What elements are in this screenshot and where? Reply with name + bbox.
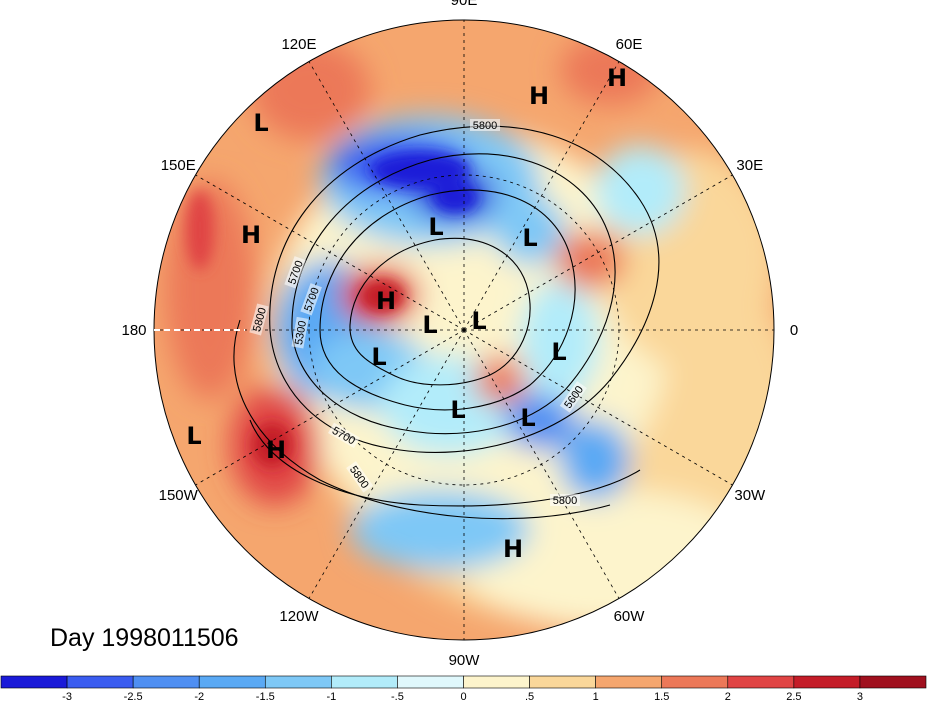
colorbar-swatch <box>529 675 596 689</box>
low-pressure-marker: L <box>253 109 268 137</box>
colorbar-swatch <box>132 675 200 689</box>
meridian-line <box>308 61 465 331</box>
colorbar-tick-label: -2.5 <box>124 691 143 702</box>
low-pressure-marker: L <box>520 404 535 432</box>
meridian-line <box>195 329 465 486</box>
colorbar-tick-label: 1.5 <box>654 691 669 702</box>
high-pressure-marker: H <box>376 287 396 315</box>
longitude-labels: 90E 60E 30E 0 30W 60W 90W 120W 150W 180 150E 120E <box>121 0 798 669</box>
meridian-line <box>463 329 733 486</box>
colorbar-tick-label: -.5 <box>391 691 404 702</box>
longitude-label: 120E <box>281 36 316 53</box>
colorbar-tick-label: 2.5 <box>786 691 801 702</box>
colorbar: -3 -2.5 -2 -1.5 -1 -.5 0 .5 1 1.5 2 2.5 3 <box>0 675 927 702</box>
longitude-label: 60W <box>614 608 646 625</box>
colorbar-swatch <box>397 675 464 689</box>
colorbar-swatch <box>198 675 266 689</box>
colorbar-tick-label: -3 <box>62 691 72 702</box>
low-pressure-marker: L <box>450 396 465 424</box>
height-contours <box>233 125 660 520</box>
colorbar-tick-label: -2 <box>194 691 204 702</box>
longitude-label: 30E <box>736 157 763 174</box>
longitude-label: 120W <box>279 608 319 625</box>
meridian-line <box>463 174 733 331</box>
colorbar-swatch <box>727 675 795 689</box>
low-pressure-marker: L <box>186 422 201 450</box>
longitude-label: 0 <box>790 322 798 339</box>
colorbar-swatch <box>661 675 729 689</box>
colorbar-swatch <box>463 675 530 689</box>
high-pressure-marker: H <box>607 64 627 92</box>
colorbar-tick-label: -1 <box>326 691 336 702</box>
longitude-label: 60E <box>616 36 643 53</box>
colorbar-swatch <box>595 675 663 689</box>
high-pressure-marker: H <box>529 82 549 110</box>
colorbar-tick-label: 2 <box>725 691 731 702</box>
low-pressure-marker: L <box>471 307 486 335</box>
colorbar-swatch <box>859 675 927 689</box>
longitude-label: 180 <box>121 322 146 339</box>
colorbar-swatch <box>331 675 398 689</box>
low-pressure-marker: L <box>371 343 386 371</box>
contour-label: 5300 <box>293 320 309 346</box>
low-pressure-marker: L <box>428 213 443 241</box>
low-pressure-marker: L <box>551 338 566 366</box>
high-pressure-marker: H <box>503 535 523 563</box>
longitude-label: 90W <box>449 652 481 669</box>
high-pressure-marker: H <box>241 221 261 249</box>
colorbar-swatch <box>264 675 332 689</box>
map-graticule <box>153 19 775 641</box>
colorbar-tick-label: 1 <box>593 691 599 702</box>
high-pressure-marker: H <box>266 436 286 464</box>
colorbar-tick-label: .5 <box>525 691 534 702</box>
colorbar-tick-label: -1.5 <box>256 691 275 702</box>
low-pressure-marker: L <box>522 224 537 252</box>
map-title: Day 1998011506 <box>50 624 239 652</box>
colorbar-swatch <box>66 675 134 689</box>
meridian-line <box>463 61 620 331</box>
contour-label: 5800 <box>553 495 577 507</box>
longitude-label: 30W <box>734 487 766 504</box>
colorbar-tick-label: 3 <box>857 691 863 702</box>
longitude-label: 90E <box>451 0 478 9</box>
contour-label: 5800 <box>473 120 497 132</box>
longitude-label: 150E <box>161 157 196 174</box>
low-pressure-marker: L <box>422 311 437 339</box>
colorbar-swatch <box>0 675 68 689</box>
longitude-label: 150W <box>159 487 199 504</box>
colorbar-tick-label: 0 <box>460 691 466 702</box>
colorbar-swatch <box>793 675 861 689</box>
